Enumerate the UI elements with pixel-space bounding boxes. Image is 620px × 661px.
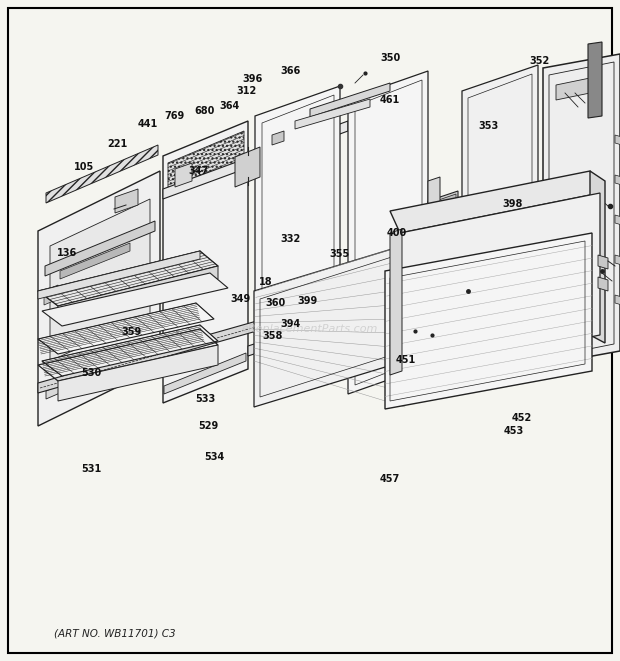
Text: 531: 531	[82, 464, 102, 475]
Polygon shape	[168, 131, 244, 195]
Text: 18: 18	[259, 276, 272, 287]
Text: 350: 350	[381, 53, 401, 63]
Text: 136: 136	[57, 247, 77, 258]
Text: 453: 453	[503, 426, 523, 436]
Text: 352: 352	[529, 56, 549, 66]
Text: 105: 105	[74, 161, 94, 172]
Polygon shape	[348, 71, 428, 394]
Polygon shape	[430, 194, 456, 225]
Polygon shape	[543, 54, 620, 365]
Text: 441: 441	[138, 119, 157, 130]
Text: 461: 461	[379, 95, 399, 106]
Polygon shape	[590, 171, 605, 343]
Polygon shape	[615, 175, 620, 185]
Text: 680: 680	[195, 106, 215, 116]
Text: 529: 529	[198, 420, 218, 431]
Polygon shape	[248, 283, 440, 356]
Polygon shape	[415, 287, 428, 397]
Text: 394: 394	[280, 319, 300, 329]
Polygon shape	[385, 233, 592, 409]
Text: 360: 360	[265, 297, 285, 308]
Polygon shape	[556, 78, 590, 100]
Polygon shape	[390, 229, 402, 375]
Polygon shape	[588, 42, 602, 118]
Polygon shape	[42, 273, 228, 326]
Polygon shape	[295, 99, 370, 129]
Polygon shape	[45, 221, 155, 276]
Polygon shape	[390, 171, 600, 233]
Polygon shape	[38, 171, 160, 426]
Text: 359: 359	[122, 327, 141, 337]
Text: 312: 312	[237, 86, 257, 97]
Text: 457: 457	[379, 473, 399, 484]
Polygon shape	[428, 191, 458, 281]
Text: 400: 400	[387, 227, 407, 238]
Polygon shape	[44, 285, 58, 305]
Polygon shape	[50, 199, 150, 361]
Text: 355: 355	[330, 249, 350, 259]
Polygon shape	[163, 121, 348, 199]
Polygon shape	[462, 65, 538, 387]
Polygon shape	[272, 131, 284, 145]
Polygon shape	[254, 245, 405, 407]
Text: 358: 358	[263, 330, 283, 341]
Text: 396: 396	[243, 74, 263, 85]
Polygon shape	[38, 251, 218, 306]
Text: 530: 530	[82, 368, 102, 378]
Text: (ART NO. WB11701) C3: (ART NO. WB11701) C3	[54, 628, 176, 638]
Text: 364: 364	[219, 100, 239, 111]
Polygon shape	[310, 83, 390, 117]
Polygon shape	[46, 145, 158, 203]
Polygon shape	[255, 86, 340, 396]
Polygon shape	[428, 177, 440, 320]
Polygon shape	[598, 255, 608, 269]
Text: 399: 399	[298, 296, 317, 307]
Polygon shape	[46, 343, 158, 399]
Text: 366: 366	[280, 66, 300, 77]
Text: 353: 353	[479, 120, 498, 131]
Polygon shape	[175, 163, 192, 187]
Polygon shape	[430, 237, 456, 275]
Polygon shape	[115, 189, 138, 213]
Text: 533: 533	[196, 394, 216, 405]
Text: 347: 347	[188, 165, 208, 176]
Text: 451: 451	[396, 354, 415, 365]
Polygon shape	[164, 353, 246, 394]
Text: 221: 221	[108, 139, 128, 149]
Polygon shape	[615, 135, 620, 145]
Polygon shape	[615, 255, 620, 265]
Polygon shape	[458, 261, 476, 281]
Polygon shape	[400, 193, 600, 375]
Polygon shape	[38, 303, 214, 354]
Text: 349: 349	[231, 293, 250, 304]
Text: 398: 398	[502, 198, 522, 209]
Text: 769: 769	[165, 111, 185, 122]
Polygon shape	[58, 345, 218, 401]
Polygon shape	[615, 215, 620, 225]
Text: 332: 332	[280, 234, 300, 245]
Text: eReplacementParts.com: eReplacementParts.com	[242, 324, 378, 334]
Polygon shape	[163, 121, 248, 403]
Polygon shape	[38, 251, 200, 299]
Polygon shape	[235, 147, 260, 187]
Polygon shape	[38, 313, 285, 393]
Polygon shape	[615, 295, 620, 305]
Polygon shape	[60, 243, 130, 279]
Polygon shape	[58, 266, 218, 319]
Text: 452: 452	[512, 412, 532, 423]
Polygon shape	[42, 325, 218, 376]
Polygon shape	[598, 277, 608, 291]
Text: 534: 534	[205, 452, 224, 463]
